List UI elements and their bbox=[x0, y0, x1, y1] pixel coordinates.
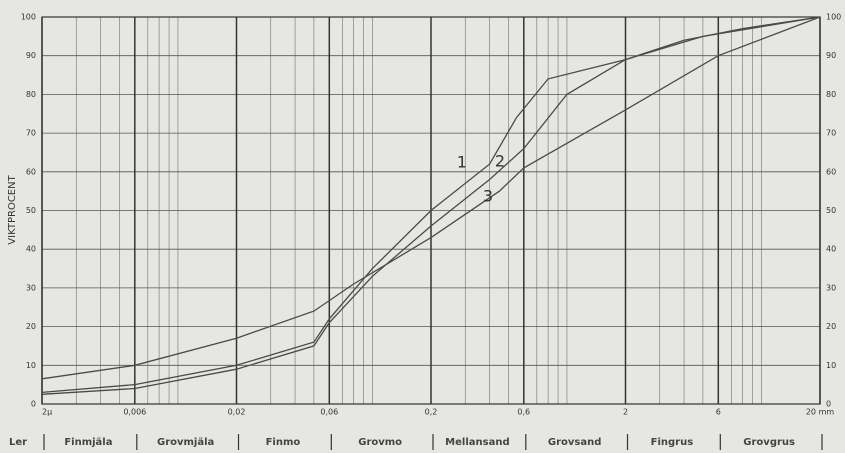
x-tick-label: 2µ bbox=[42, 408, 52, 417]
y-tick-label: 0 bbox=[31, 400, 36, 409]
y2-tick-label: 70 bbox=[826, 129, 836, 138]
y-tick-label: 100 bbox=[21, 13, 36, 22]
plot-frame bbox=[41, 16, 821, 405]
y2-tick-label: 10 bbox=[826, 361, 836, 370]
y-tick-label: 60 bbox=[26, 167, 36, 176]
soil-class-label: Mellansand bbox=[445, 437, 509, 448]
x-tick-label: 0,2 bbox=[425, 408, 438, 417]
x-tick-label: 20 mm bbox=[806, 408, 835, 417]
y2-tick-label: 40 bbox=[826, 245, 836, 254]
y-tick-label: 80 bbox=[26, 90, 36, 99]
soil-class-label: Finmjäla bbox=[64, 437, 112, 448]
curve bbox=[41, 16, 821, 395]
y2-tick-label: 0 bbox=[826, 400, 831, 409]
curve-label: 2 bbox=[495, 152, 505, 171]
x-tick-label: 0,02 bbox=[228, 408, 246, 417]
x-tick-label: 0,6 bbox=[517, 408, 530, 417]
y-tick-label: 20 bbox=[26, 322, 36, 331]
x-tick-label: 6 bbox=[716, 408, 721, 417]
y-tick-label: 10 bbox=[26, 361, 36, 370]
y2-tick-label: 90 bbox=[826, 51, 836, 60]
y2-tick-label: 80 bbox=[826, 90, 836, 99]
y2-tick-label: 20 bbox=[826, 322, 836, 331]
x-tick-label: 0,006 bbox=[123, 408, 146, 417]
y2-tick-label: 30 bbox=[826, 283, 836, 292]
soil-class-label: Grovmo bbox=[358, 437, 402, 448]
y2-tick-label: 50 bbox=[826, 206, 836, 215]
curve-label: 1 bbox=[457, 153, 467, 172]
soil-class-label: Finmo bbox=[266, 437, 301, 448]
y-tick-label: 40 bbox=[26, 245, 36, 254]
y2-tick-label: 100 bbox=[826, 13, 841, 22]
curve bbox=[41, 16, 821, 394]
soil-class-label: Grovsand bbox=[548, 437, 602, 448]
y-tick-label: 50 bbox=[26, 206, 36, 215]
soil-class-label: Grovgrus bbox=[743, 437, 795, 448]
x-tick-label: 2 bbox=[623, 408, 628, 417]
y-tick-label: 90 bbox=[26, 51, 36, 60]
curve-label: 3 bbox=[483, 187, 493, 206]
x-tick-label: 0,06 bbox=[320, 408, 338, 417]
soil-class-label: Fingrus bbox=[651, 437, 694, 448]
soil-class-label: Grovmjäla bbox=[157, 437, 214, 448]
y-tick-label: 70 bbox=[26, 129, 36, 138]
y-tick-label: 30 bbox=[26, 283, 36, 292]
y2-tick-label: 60 bbox=[826, 167, 836, 176]
soil-class-label: Ler bbox=[9, 437, 27, 448]
y-axis-label: VIKTPROCENT bbox=[7, 174, 18, 244]
curve bbox=[41, 16, 821, 380]
